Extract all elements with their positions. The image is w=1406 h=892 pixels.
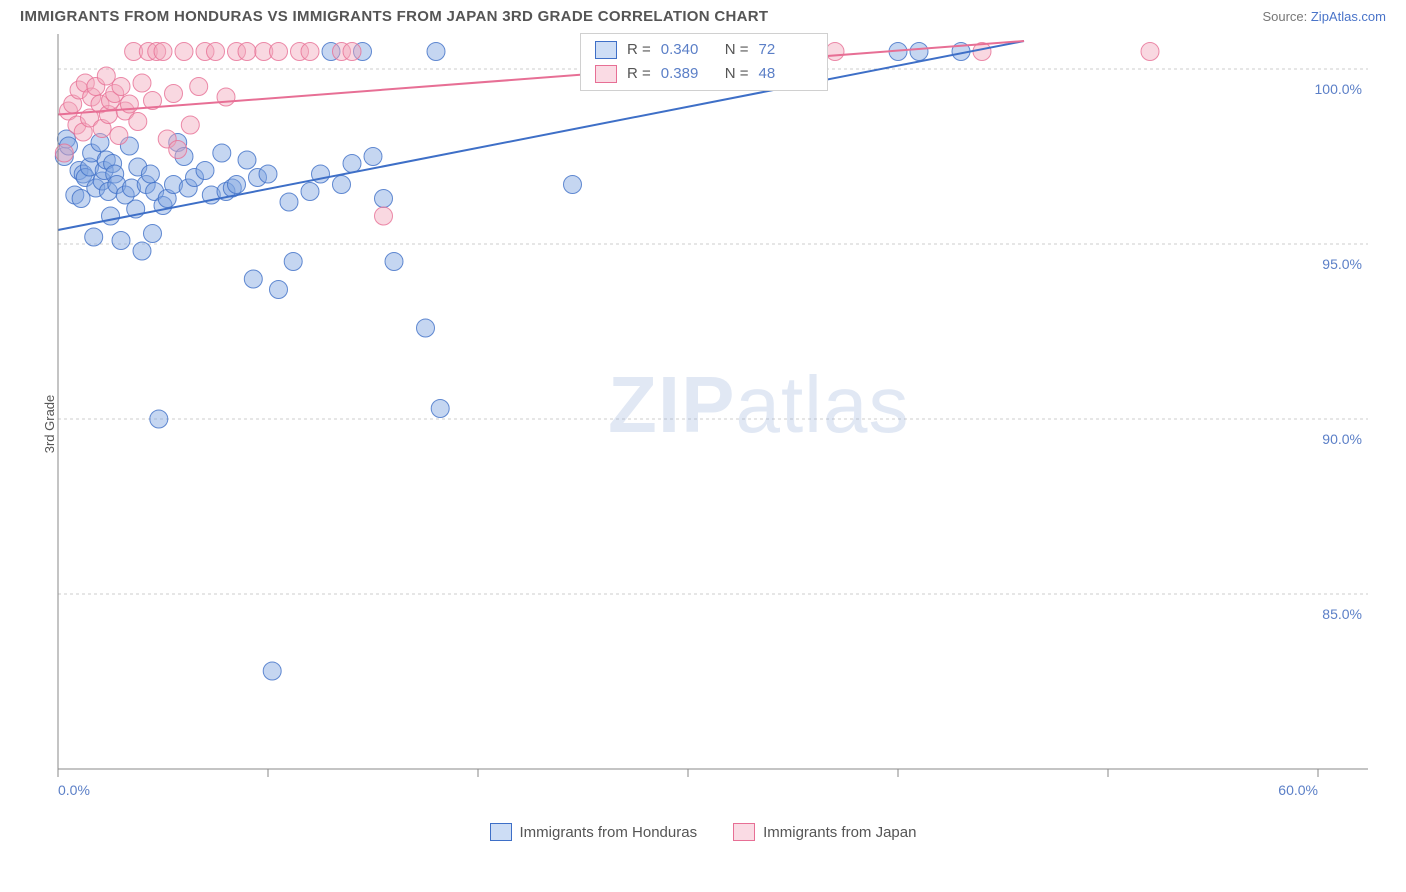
n-value-honduras: 72 — [759, 38, 813, 62]
source-link[interactable]: ZipAtlas.com — [1311, 9, 1386, 24]
chart-title: IMMIGRANTS FROM HONDURAS VS IMMIGRANTS F… — [20, 8, 768, 25]
correlation-legend: R = 0.340 N = 72 R = 0.389 N = 48 — [580, 33, 828, 91]
svg-text:60.0%: 60.0% — [1278, 782, 1318, 798]
scatter-plot: 85.0% 90.0% 95.0% 100.0% 0.0% 60.0% — [48, 29, 1368, 799]
legend-label-japan: Immigrants from Japan — [763, 824, 916, 841]
r-value-honduras: 0.340 — [661, 38, 715, 62]
r-value-japan: 0.389 — [661, 62, 715, 86]
chart-area: 3rd Grade 85.0%90.0%95.0%100.0%0.0%60.0%… — [48, 29, 1386, 819]
series-legend: Immigrants from Honduras Immigrants from… — [0, 819, 1406, 841]
legend-row-honduras: R = 0.340 N = 72 — [595, 38, 813, 62]
r-label-1: R = — [627, 38, 651, 62]
svg-text:85.0%: 85.0% — [1322, 606, 1362, 622]
swatch-japan-bottom — [733, 823, 755, 841]
legend-row-japan: R = 0.389 N = 48 — [595, 62, 813, 86]
legend-item-japan: Immigrants from Japan — [733, 823, 916, 841]
swatch-honduras — [595, 41, 617, 59]
n-value-japan: 48 — [759, 62, 813, 86]
n-label-2: N = — [725, 62, 749, 86]
swatch-honduras-bottom — [490, 823, 512, 841]
legend-item-honduras: Immigrants from Honduras — [490, 823, 698, 841]
n-label-1: N = — [725, 38, 749, 62]
svg-text:90.0%: 90.0% — [1322, 431, 1362, 447]
source-label: Source: ZipAtlas.com — [1262, 9, 1386, 24]
svg-text:0.0%: 0.0% — [58, 782, 90, 798]
source-prefix: Source: — [1262, 9, 1310, 24]
swatch-japan — [595, 65, 617, 83]
header: IMMIGRANTS FROM HONDURAS VS IMMIGRANTS F… — [0, 0, 1406, 29]
svg-text:95.0%: 95.0% — [1322, 256, 1362, 272]
r-label-2: R = — [627, 62, 651, 86]
svg-text:100.0%: 100.0% — [1315, 81, 1362, 97]
legend-label-honduras: Immigrants from Honduras — [520, 824, 698, 841]
